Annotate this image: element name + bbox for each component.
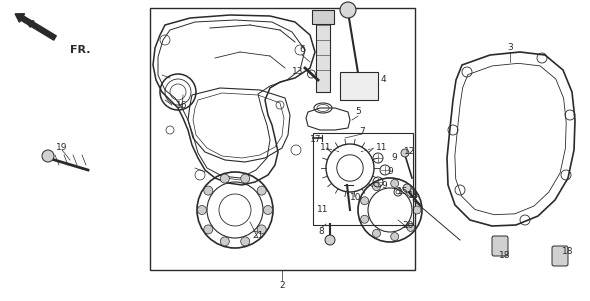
Circle shape [220,237,230,246]
Circle shape [407,223,415,231]
Circle shape [360,197,369,205]
Text: 14: 14 [408,191,419,200]
Circle shape [391,233,399,240]
Circle shape [241,174,250,183]
Circle shape [257,186,266,195]
Circle shape [372,229,381,237]
Bar [340,72,378,100]
Circle shape [372,183,381,191]
Circle shape [42,150,54,162]
Bar [313,133,413,225]
Text: 7: 7 [359,128,365,136]
Text: 9: 9 [387,167,393,176]
Circle shape [325,235,335,245]
Text: 18: 18 [499,250,511,259]
Circle shape [257,225,266,234]
Text: 4: 4 [380,76,386,85]
Text: 18: 18 [562,247,573,256]
Circle shape [241,237,250,246]
Text: 3: 3 [507,44,513,52]
Text: 11: 11 [320,144,332,153]
Text: 8: 8 [318,226,324,235]
FancyBboxPatch shape [492,236,508,256]
Text: 10: 10 [350,194,362,203]
Text: 19: 19 [56,144,68,153]
Text: 20: 20 [402,221,414,229]
Text: 15: 15 [397,188,409,197]
Circle shape [403,184,411,192]
Bar [316,12,330,92]
FancyArrow shape [15,14,56,40]
Text: 17: 17 [310,135,322,144]
Text: 6: 6 [299,45,305,54]
Circle shape [204,186,213,195]
Text: 9: 9 [391,154,397,163]
Text: 16: 16 [176,101,188,110]
Text: 13: 13 [292,67,304,76]
Text: 5: 5 [355,107,361,116]
Text: 2: 2 [279,281,285,290]
Text: 12: 12 [404,147,416,157]
Text: 9: 9 [381,182,387,191]
FancyBboxPatch shape [552,246,568,266]
Circle shape [407,189,415,197]
Text: FR.: FR. [70,45,90,55]
Circle shape [264,206,273,215]
Text: 11: 11 [317,206,329,215]
Bar [312,10,334,24]
Circle shape [220,174,230,183]
Circle shape [391,179,399,188]
Circle shape [204,225,213,234]
Circle shape [340,2,356,18]
Text: 11: 11 [376,144,388,153]
Text: 21: 21 [253,231,264,240]
Circle shape [401,149,409,157]
Circle shape [413,206,421,214]
Bar [150,8,415,270]
Circle shape [360,215,369,223]
Circle shape [198,206,206,215]
